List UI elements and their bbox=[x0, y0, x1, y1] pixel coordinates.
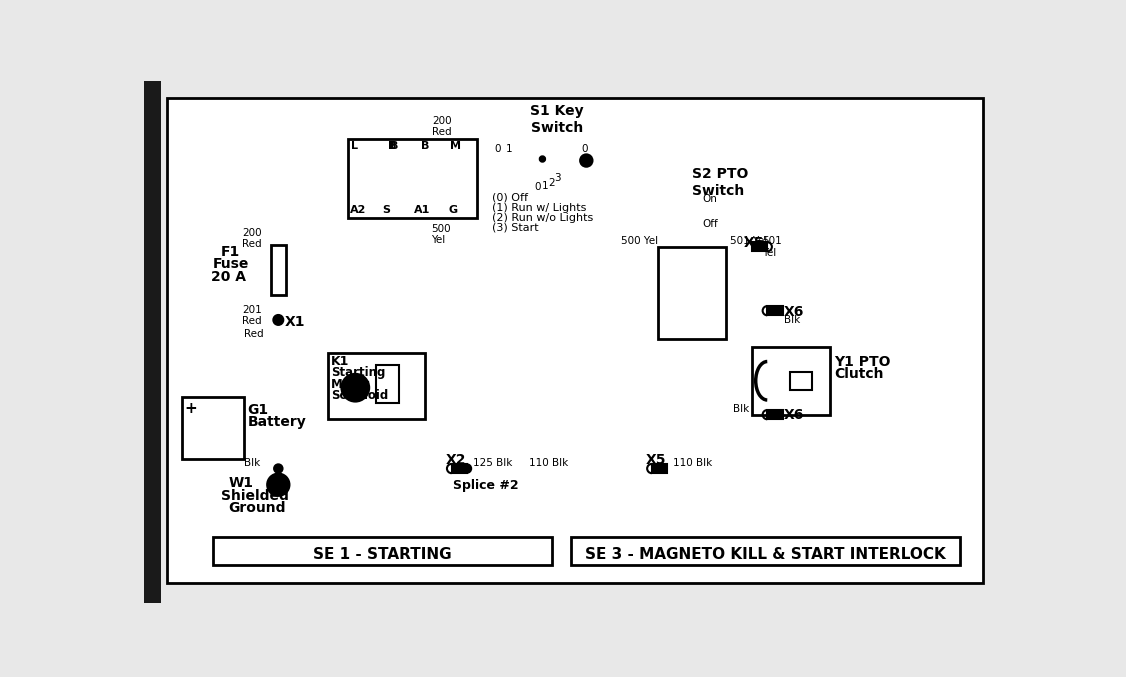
Text: S: S bbox=[382, 205, 391, 215]
Text: Starting: Starting bbox=[331, 366, 385, 379]
Text: M: M bbox=[450, 141, 461, 151]
Text: B: B bbox=[390, 141, 399, 151]
Text: A1: A1 bbox=[414, 205, 430, 215]
Text: Clutch: Clutch bbox=[834, 367, 884, 381]
Text: Shielded: Shielded bbox=[221, 489, 288, 502]
Text: 201
Red: 201 Red bbox=[242, 305, 262, 326]
Circle shape bbox=[463, 464, 471, 473]
Bar bbox=[348, 139, 477, 217]
Text: Ground: Ground bbox=[229, 501, 286, 515]
Text: 200
Red: 200 Red bbox=[242, 227, 261, 249]
Bar bbox=[767, 306, 783, 315]
Text: +: + bbox=[185, 401, 197, 416]
Circle shape bbox=[580, 154, 592, 167]
Text: S1 Key
Switch: S1 Key Switch bbox=[530, 104, 584, 135]
Text: X6: X6 bbox=[784, 408, 805, 422]
Circle shape bbox=[275, 464, 283, 473]
Bar bbox=[752, 347, 830, 414]
Bar bbox=[658, 247, 725, 339]
Bar bbox=[571, 537, 959, 565]
Text: 501
Yel: 501 Yel bbox=[762, 236, 781, 258]
Text: Blk: Blk bbox=[243, 458, 260, 468]
Text: Blk: Blk bbox=[784, 315, 801, 326]
Text: Fuse: Fuse bbox=[213, 257, 249, 271]
Circle shape bbox=[274, 315, 283, 324]
Bar bbox=[790, 372, 812, 390]
Text: 500
Yel: 500 Yel bbox=[431, 223, 452, 245]
Text: 0: 0 bbox=[581, 144, 588, 154]
Text: F1: F1 bbox=[221, 245, 240, 259]
Text: X1: X1 bbox=[285, 315, 305, 329]
Text: 2: 2 bbox=[548, 178, 555, 188]
Text: W1: W1 bbox=[229, 476, 253, 490]
Text: 110 Blk: 110 Blk bbox=[528, 458, 568, 468]
Text: Battery: Battery bbox=[248, 416, 306, 429]
Text: L: L bbox=[350, 141, 358, 151]
Text: X5: X5 bbox=[645, 453, 667, 467]
Text: On: On bbox=[703, 194, 717, 204]
Bar bbox=[452, 464, 467, 473]
Text: 500 Yel: 500 Yel bbox=[620, 236, 658, 246]
Circle shape bbox=[341, 374, 369, 401]
Text: SE 3 - MAGNETO KILL & START INTERLOCK: SE 3 - MAGNETO KILL & START INTERLOCK bbox=[584, 546, 946, 561]
Bar bbox=[376, 365, 400, 403]
Text: 1: 1 bbox=[542, 181, 548, 192]
Text: Motor: Motor bbox=[331, 378, 370, 391]
Text: B: B bbox=[421, 141, 429, 151]
Bar bbox=[767, 410, 783, 419]
Bar bbox=[329, 353, 425, 418]
Text: 200
Red: 200 Red bbox=[432, 116, 452, 137]
Text: Solenoid: Solenoid bbox=[331, 389, 388, 402]
Text: 0: 0 bbox=[534, 182, 540, 192]
Bar bbox=[144, 81, 161, 603]
Text: 125 Blk: 125 Blk bbox=[473, 458, 512, 468]
Text: Red: Red bbox=[243, 329, 263, 339]
Bar bbox=[752, 242, 767, 251]
Circle shape bbox=[540, 156, 545, 161]
Text: A2: A2 bbox=[350, 205, 366, 215]
Text: Off: Off bbox=[703, 219, 718, 229]
Text: 501 Yel: 501 Yel bbox=[730, 236, 767, 246]
Text: Blk: Blk bbox=[733, 404, 749, 414]
Text: S2 PTO
Switch: S2 PTO Switch bbox=[691, 167, 748, 198]
Text: (3) Start: (3) Start bbox=[492, 223, 538, 233]
Text: 3: 3 bbox=[554, 173, 561, 183]
Text: Y1 PTO: Y1 PTO bbox=[834, 355, 891, 368]
Text: B: B bbox=[388, 141, 396, 151]
Bar bbox=[213, 537, 552, 565]
Text: Splice #2: Splice #2 bbox=[453, 479, 519, 492]
Text: X2: X2 bbox=[446, 453, 466, 467]
Text: 20 A: 20 A bbox=[212, 270, 247, 284]
Text: (2) Run w/o Lights: (2) Run w/o Lights bbox=[492, 213, 593, 223]
Bar bbox=[270, 245, 286, 295]
Text: G: G bbox=[448, 205, 457, 215]
Text: 1: 1 bbox=[506, 144, 512, 154]
Text: SE 1 - STARTING: SE 1 - STARTING bbox=[313, 546, 452, 561]
Text: 0: 0 bbox=[494, 144, 501, 154]
Text: (0) Off: (0) Off bbox=[492, 193, 528, 203]
Text: X5: X5 bbox=[744, 236, 765, 250]
Text: (1) Run w/ Lights: (1) Run w/ Lights bbox=[492, 203, 586, 213]
Bar bbox=[652, 464, 668, 473]
Text: K1: K1 bbox=[331, 355, 349, 368]
Text: G1: G1 bbox=[248, 403, 269, 417]
Circle shape bbox=[268, 474, 289, 496]
Text: X6: X6 bbox=[784, 305, 805, 319]
Text: 110 Blk: 110 Blk bbox=[673, 458, 713, 468]
Bar bbox=[182, 397, 243, 458]
